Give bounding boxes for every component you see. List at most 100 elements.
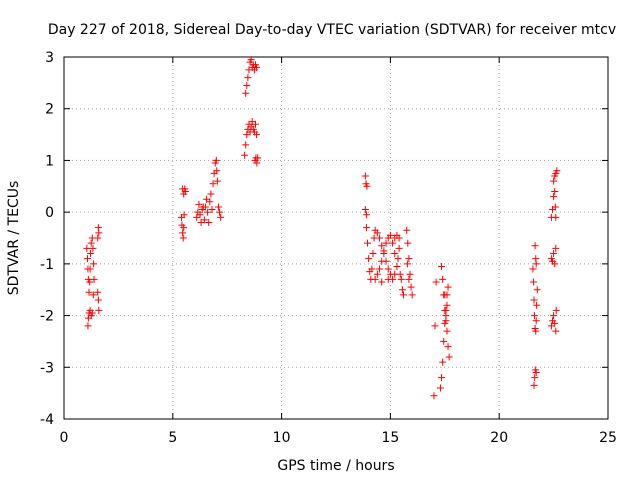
data-point-plus	[550, 250, 558, 258]
data-points	[83, 56, 561, 400]
series-arc-1a	[83, 234, 98, 299]
data-point-plus	[195, 200, 203, 208]
series-arc-2b	[179, 185, 189, 198]
series-arc-4c	[251, 154, 262, 167]
data-point-plus	[440, 337, 448, 345]
data-point-plus	[207, 190, 215, 198]
data-point-plus	[84, 322, 92, 330]
data-point-plus	[251, 120, 259, 128]
data-point-plus	[253, 63, 261, 71]
y-tick-label: 1	[45, 153, 54, 169]
data-point-plus	[403, 226, 411, 234]
data-point-plus	[551, 260, 559, 268]
data-point-plus	[386, 231, 394, 239]
data-point-plus	[87, 250, 95, 258]
data-point-plus	[243, 81, 251, 89]
series-arc-6	[430, 262, 453, 400]
series-arc-1b	[84, 306, 96, 330]
data-point-plus	[216, 208, 224, 216]
data-point-plus	[94, 288, 102, 296]
data-point-plus	[405, 255, 413, 263]
data-point-plus	[181, 187, 189, 195]
x-axis-tick-labels: 0 5 10 15 20 25	[60, 430, 617, 446]
data-point-plus	[373, 229, 381, 237]
series-arc-5c	[403, 226, 416, 299]
data-point-plus	[444, 343, 452, 351]
data-point-plus	[361, 206, 369, 214]
y-tick-label: 0	[45, 205, 54, 221]
data-point-plus	[551, 319, 559, 327]
y-tick-label: -1	[40, 257, 54, 273]
data-point-plus	[405, 275, 413, 283]
data-point-plus	[552, 244, 560, 252]
data-point-plus	[86, 278, 94, 286]
data-point-plus	[244, 74, 252, 82]
data-point-plus	[213, 177, 221, 185]
y-tick-label: -4	[40, 412, 54, 428]
data-point-plus	[436, 384, 444, 392]
y-tick-label: 3	[45, 50, 54, 66]
data-point-plus	[403, 260, 411, 268]
data-point-plus	[247, 56, 255, 64]
data-point-plus	[378, 242, 386, 250]
x-tick-label: 0	[60, 430, 69, 446]
data-point-plus	[530, 278, 538, 286]
chart-title: Day 227 of 2018, Sidereal Day-to-day VTE…	[48, 22, 616, 38]
data-point-plus	[378, 278, 386, 286]
data-point-plus	[550, 177, 558, 185]
data-point-plus	[407, 283, 415, 291]
data-point-plus	[384, 275, 392, 283]
data-point-plus	[550, 193, 558, 201]
data-point-plus	[371, 275, 379, 283]
data-point-plus	[85, 288, 93, 296]
data-point-plus	[87, 239, 95, 247]
data-point-plus	[209, 180, 217, 188]
series-arc-8	[547, 167, 561, 335]
data-point-plus	[196, 211, 204, 219]
series-arc-2a	[178, 211, 188, 242]
data-point-plus	[382, 239, 390, 247]
data-point-plus	[213, 167, 221, 175]
data-point-plus	[363, 182, 371, 190]
data-point-plus	[212, 156, 220, 164]
data-point-plus	[551, 187, 559, 195]
data-point-plus	[408, 291, 416, 299]
data-point-plus	[376, 234, 384, 242]
y-tick-label: -2	[40, 309, 54, 325]
x-tick-label: 15	[381, 430, 399, 446]
data-point-plus	[376, 265, 384, 273]
data-point-plus	[242, 89, 250, 97]
data-point-plus	[83, 244, 91, 252]
x-tick-label: 25	[599, 430, 617, 446]
data-point-plus	[441, 291, 449, 299]
data-point-plus	[439, 358, 447, 366]
y-axis-tick-labels: -4 -3 -2 -1 0 1 2 3	[40, 50, 54, 428]
data-point-plus	[204, 208, 212, 216]
data-point-plus	[217, 213, 225, 221]
data-point-plus	[533, 286, 541, 294]
data-point-plus	[531, 374, 539, 382]
data-point-plus	[529, 265, 537, 273]
data-point-plus	[443, 301, 451, 309]
data-point-plus	[399, 291, 407, 299]
plot-frame	[63, 56, 609, 420]
series-arc-1c	[94, 224, 103, 314]
data-point-plus	[442, 312, 450, 320]
data-point-plus	[84, 255, 92, 263]
data-point-plus	[90, 275, 98, 283]
data-point-plus	[94, 296, 102, 304]
data-point-plus	[362, 211, 370, 219]
data-point-plus	[444, 283, 452, 291]
series-arc-7a	[530, 366, 540, 389]
data-point-plus	[214, 203, 222, 211]
data-point-plus	[208, 206, 216, 214]
data-point-plus	[373, 270, 381, 278]
data-point-plus	[397, 275, 405, 283]
data-point-plus	[532, 317, 540, 325]
data-point-plus	[253, 159, 261, 167]
data-point-plus	[441, 306, 449, 314]
data-point-plus	[380, 247, 388, 255]
data-point-plus	[253, 131, 261, 139]
data-point-plus	[361, 172, 369, 180]
x-tick-label: 20	[490, 430, 508, 446]
